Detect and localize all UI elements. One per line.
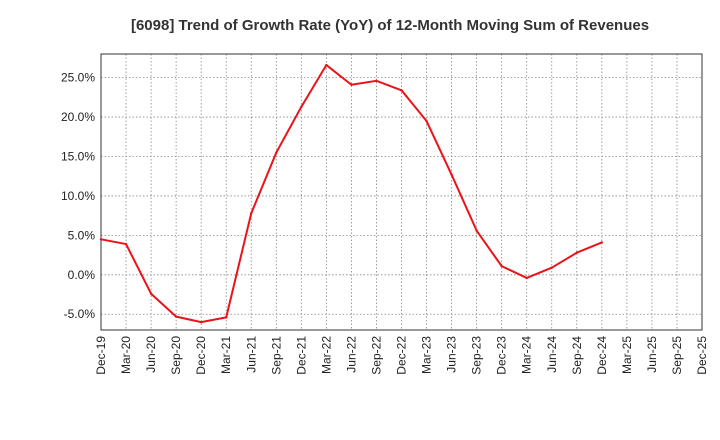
x-tick-label: Jun-25 [645, 336, 659, 373]
data-point [600, 241, 604, 244]
data-point [250, 212, 253, 215]
data-point [174, 315, 178, 318]
plot-area [100, 53, 703, 331]
data-point [500, 264, 503, 268]
x-tick-label: Sep-21 [269, 336, 283, 375]
data-point [225, 316, 228, 319]
x-tick-label: Dec-23 [495, 336, 509, 375]
x-tick-label: Mar-24 [520, 336, 534, 374]
data-point [550, 266, 553, 269]
data-point [525, 276, 528, 280]
y-tick-label: 15.0% [61, 150, 95, 164]
data-point [425, 119, 428, 123]
x-tick-label: Mar-23 [420, 336, 434, 374]
data-point [300, 105, 303, 109]
y-tick-label: 25.0% [61, 71, 95, 85]
data-point [450, 173, 453, 176]
x-tick-label: Mar-25 [620, 336, 634, 374]
y-tick-label: 20.0% [61, 110, 95, 124]
data-point [149, 292, 153, 295]
x-tick-label: Sep-23 [470, 336, 484, 375]
y-tick-label: 5.0% [68, 228, 96, 242]
x-tick-label: Dec-24 [595, 336, 609, 375]
data-point [350, 83, 353, 86]
y-tick-label: -5.0% [64, 307, 96, 321]
x-tick-label: Jun-20 [144, 336, 158, 373]
x-tick-label: Sep-24 [570, 336, 584, 375]
y-axis: -5.0% 0.0% 5.0% 10.0% 15.0% 20.0% 25.0% [61, 71, 95, 322]
x-tick-label: Dec-19 [94, 336, 108, 375]
x-axis: Dec-19 Mar-20 Jun-20 Sep-20 Dec-20 Mar-21 Jun-… [94, 336, 709, 375]
series-layer [99, 63, 604, 324]
x-tick-label: Sep-20 [169, 336, 183, 375]
x-tick-label: Dec-21 [294, 336, 308, 375]
data-point [124, 242, 128, 246]
x-tick-label: Jun-21 [244, 336, 258, 373]
x-tick-label: Sep-22 [369, 336, 383, 375]
x-tick-label: Jun-23 [445, 336, 459, 373]
data-point [400, 89, 403, 92]
x-tick-label: Mar-22 [319, 336, 333, 374]
x-tick-label: Dec-20 [194, 336, 208, 375]
data-point [375, 79, 378, 83]
chart-title: [6098] Trend of Growth Rate (YoY) of 12-… [131, 17, 649, 34]
x-tick-label: Dec-22 [395, 336, 409, 375]
grid-lines [101, 54, 702, 330]
x-tick-label: Mar-21 [219, 336, 233, 374]
data-point [275, 151, 278, 154]
data-point [325, 63, 328, 67]
data-point [575, 251, 578, 254]
x-tick-label: Mar-20 [119, 336, 133, 374]
y-tick-label: 0.0% [68, 268, 96, 282]
x-tick-label: Jun-22 [344, 336, 358, 373]
data-point [99, 238, 103, 241]
x-tick-label: Jun-24 [545, 336, 559, 373]
data-point [199, 320, 203, 324]
y-tick-label: 10.0% [61, 189, 95, 203]
data-point [475, 229, 478, 232]
x-tick-label: Sep-25 [670, 336, 684, 375]
x-tick-label: Dec-25 [695, 336, 709, 375]
